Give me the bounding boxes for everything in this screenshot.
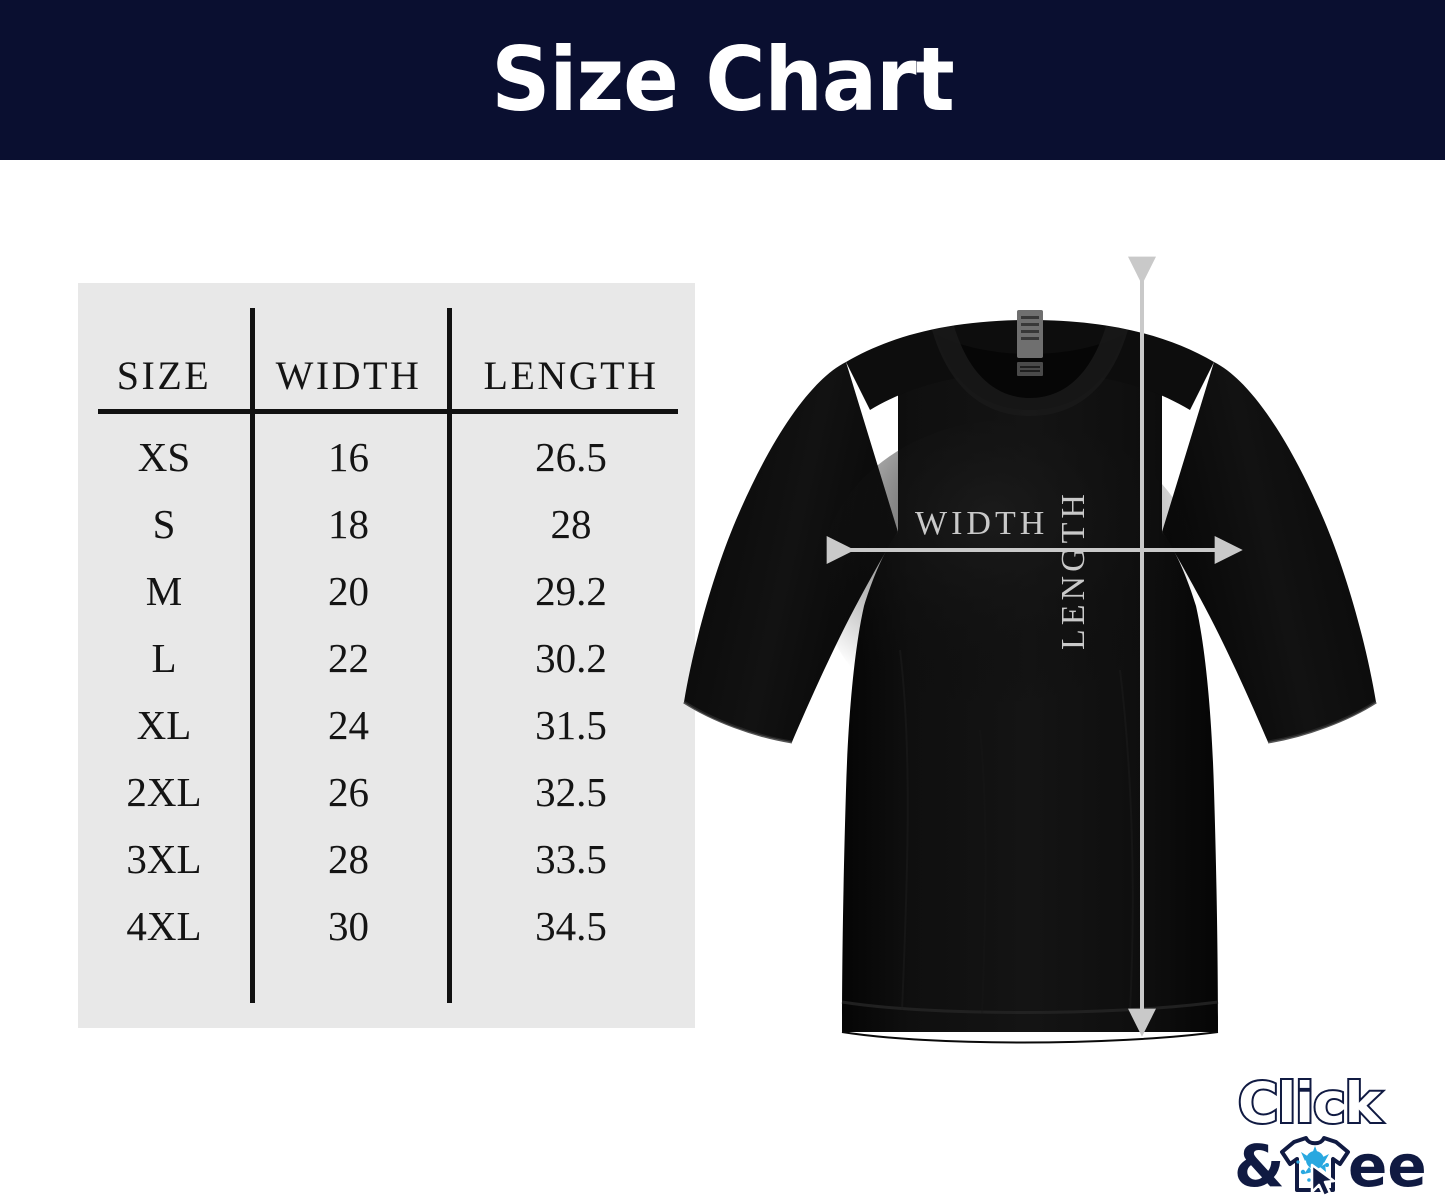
logo-ampersand: & xyxy=(1234,1132,1285,1196)
column-header-width: WIDTH xyxy=(275,352,422,398)
shirt-silhouette xyxy=(683,310,1377,1044)
column-divider-size-width xyxy=(250,308,255,1003)
cell-length: 28 xyxy=(550,500,592,547)
table-row: L 22 30.2 xyxy=(78,624,695,691)
cell-width: 20 xyxy=(328,567,369,614)
size-table-panel: SIZE WIDTH LENGTH XS 16 26.5 S 18 28 M 2… xyxy=(78,283,695,1028)
header-rule xyxy=(98,409,678,414)
table-row: M 20 29.2 xyxy=(78,557,695,624)
table-row: XL 24 31.5 xyxy=(78,691,695,758)
brand-logo[interactable]: Click & xyxy=(1232,1068,1432,1196)
size-table: SIZE WIDTH LENGTH XS 16 26.5 S 18 28 M 2… xyxy=(78,283,695,1028)
cell-size: 3XL xyxy=(126,835,202,882)
table-row: S 18 28 xyxy=(78,490,695,557)
column-header-size: SIZE xyxy=(116,352,212,398)
cell-width: 22 xyxy=(328,634,369,681)
cell-width: 18 xyxy=(328,500,369,547)
column-header-length: LENGTH xyxy=(483,352,659,398)
cell-size: S xyxy=(152,500,176,547)
cell-size: L xyxy=(151,634,177,681)
page-title: Size Chart xyxy=(491,28,954,131)
cell-length: 31.5 xyxy=(535,701,607,748)
cell-length: 29.2 xyxy=(535,567,607,614)
cell-size: 2XL xyxy=(126,768,202,815)
paint-splatter-icon xyxy=(1296,1146,1329,1182)
table-row: 4XL 30 34.5 xyxy=(78,892,695,959)
table-row: 3XL 28 33.5 xyxy=(78,825,695,892)
cell-width: 16 xyxy=(328,433,369,480)
cell-width: 24 xyxy=(328,701,369,748)
cell-size: M xyxy=(145,567,183,614)
header-bar: Size Chart xyxy=(0,0,1445,160)
tshirt-icon xyxy=(1280,1136,1350,1196)
cell-length: 33.5 xyxy=(535,835,607,882)
cell-length: 34.5 xyxy=(535,902,607,949)
cell-width: 30 xyxy=(328,902,369,949)
column-divider-width-length xyxy=(447,308,452,1003)
cell-width: 28 xyxy=(328,835,369,882)
cell-size: 4XL xyxy=(126,902,202,949)
table-row: 2XL 26 32.5 xyxy=(78,758,695,825)
logo-word-ee: ee xyxy=(1348,1132,1427,1196)
cell-size: XL xyxy=(136,701,192,748)
cell-length: 26.5 xyxy=(535,433,607,480)
cell-width: 26 xyxy=(328,768,369,815)
neck-label-tag xyxy=(1017,310,1043,376)
cell-length: 32.5 xyxy=(535,768,607,815)
cell-size: XS xyxy=(137,433,191,480)
cell-length: 30.2 xyxy=(535,634,607,681)
table-header-row: SIZE WIDTH LENGTH xyxy=(78,345,695,405)
tshirt-image xyxy=(650,250,1410,1050)
logo-word-click: Click xyxy=(1238,1071,1383,1135)
table-body: XS 16 26.5 S 18 28 M 20 29.2 L 22 xyxy=(78,423,695,959)
table-row: XS 16 26.5 xyxy=(78,423,695,490)
